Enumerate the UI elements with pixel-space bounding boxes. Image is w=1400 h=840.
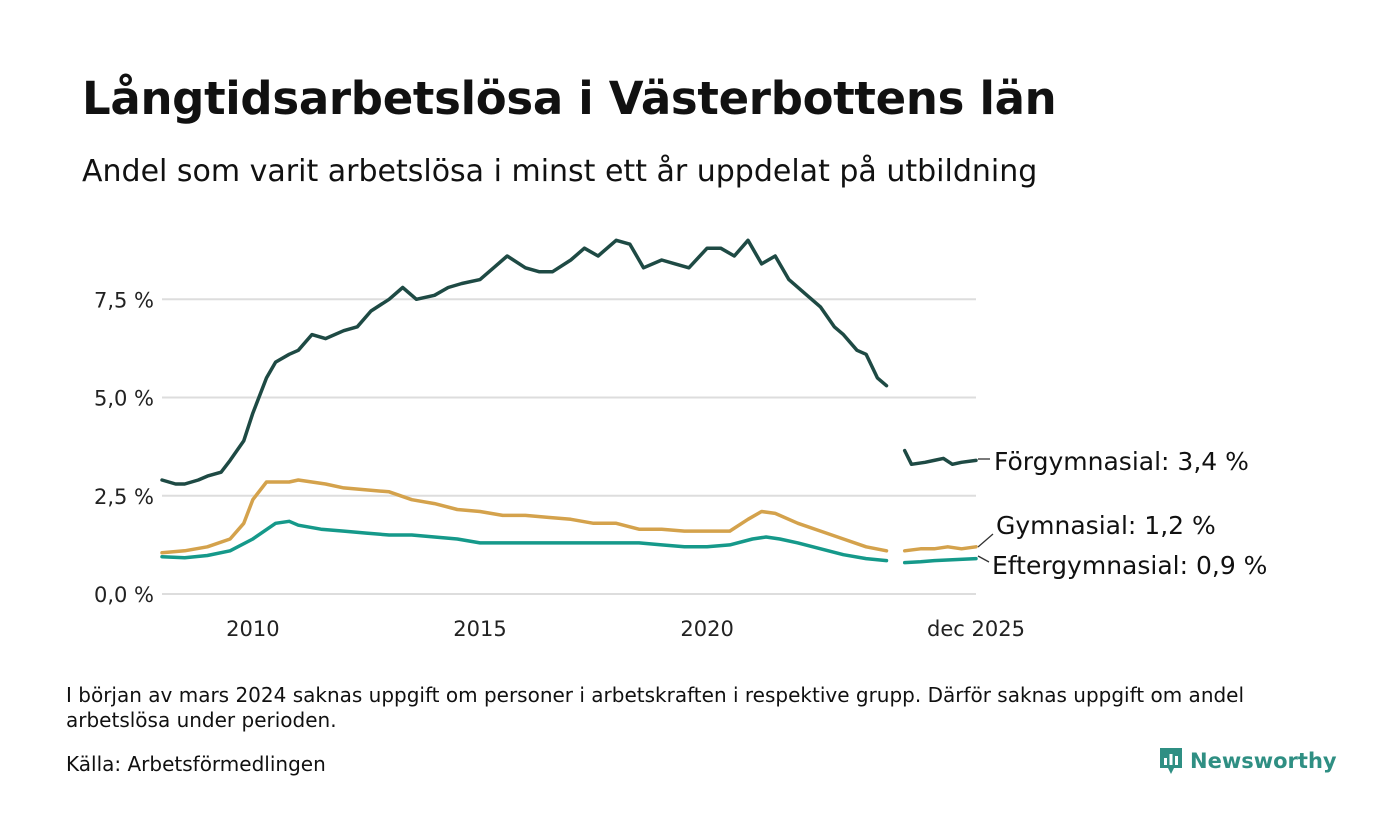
series-line-gymnasial	[902, 545, 978, 553]
y-tick-label: 7,5 %	[94, 288, 154, 312]
y-tick-label: 0,0 %	[94, 583, 154, 607]
x-tick-label: 2010	[226, 617, 279, 641]
series-end-label: Förgymnasial: 3,4 %	[994, 447, 1249, 476]
newsworthy-logo[interactable]: Newsworthy	[1158, 746, 1337, 776]
y-tick-label: 2,5 %	[94, 485, 154, 509]
source-text: Källa: Arbetsförmedlingen	[66, 752, 326, 776]
x-tick-label: dec 2025	[927, 617, 1025, 641]
series-end-label: Gymnasial: 1,2 %	[996, 511, 1216, 540]
x-tick-label: 2020	[680, 617, 733, 641]
series-end-label: Eftergymnasial: 0,9 %	[992, 551, 1267, 580]
y-tick-label: 5,0 %	[94, 387, 154, 411]
series-line-förgymnasial	[160, 238, 889, 486]
label-leader-line	[977, 533, 994, 548]
series-line-förgymnasial	[902, 448, 978, 467]
chart-title: Långtidsarbetslösa i Västerbottens län	[82, 72, 1057, 125]
x-tick-label: 2015	[453, 617, 506, 641]
newsworthy-logo-text: Newsworthy	[1190, 749, 1337, 773]
series-line-eftergymnasial	[902, 556, 978, 565]
line-chart: 0,0 % 2,5 % 5,0 % 7,5 % 2010 2015 2020 dec 2025…	[94, 238, 1267, 641]
chart-subtitle: Andel som varit arbetslösa i minst ett å…	[82, 154, 1038, 189]
label-leader-line	[977, 555, 990, 563]
series-line-eftergymnasial	[160, 519, 889, 563]
footnote: I början av mars 2024 saknas uppgift om …	[66, 683, 1245, 732]
series-line-gymnasial	[160, 478, 889, 555]
newsworthy-logo-icon	[1160, 748, 1182, 774]
